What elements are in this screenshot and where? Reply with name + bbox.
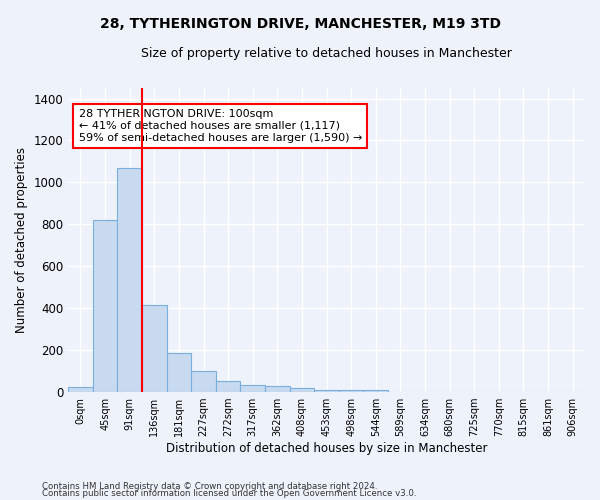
Text: 28, TYTHERINGTON DRIVE, MANCHESTER, M19 3TD: 28, TYTHERINGTON DRIVE, MANCHESTER, M19 …: [100, 18, 500, 32]
Bar: [167, 354, 191, 392]
Bar: [191, 371, 216, 392]
Bar: [364, 390, 388, 392]
Bar: [142, 305, 167, 392]
Bar: [314, 390, 339, 392]
X-axis label: Distribution of detached houses by size in Manchester: Distribution of detached houses by size …: [166, 442, 487, 455]
Bar: [93, 220, 118, 392]
Bar: [118, 168, 142, 392]
Bar: [241, 384, 265, 392]
Bar: [68, 387, 93, 392]
Text: 28 TYTHERINGTON DRIVE: 100sqm
← 41% of detached houses are smaller (1,117)
59% o: 28 TYTHERINGTON DRIVE: 100sqm ← 41% of d…: [79, 110, 362, 142]
Bar: [216, 380, 241, 392]
Bar: [265, 386, 290, 392]
Bar: [339, 390, 364, 392]
Y-axis label: Number of detached properties: Number of detached properties: [15, 147, 28, 333]
Title: Size of property relative to detached houses in Manchester: Size of property relative to detached ho…: [141, 48, 512, 60]
Text: Contains public sector information licensed under the Open Government Licence v3: Contains public sector information licen…: [42, 490, 416, 498]
Text: Contains HM Land Registry data © Crown copyright and database right 2024.: Contains HM Land Registry data © Crown c…: [42, 482, 377, 491]
Bar: [290, 388, 314, 392]
